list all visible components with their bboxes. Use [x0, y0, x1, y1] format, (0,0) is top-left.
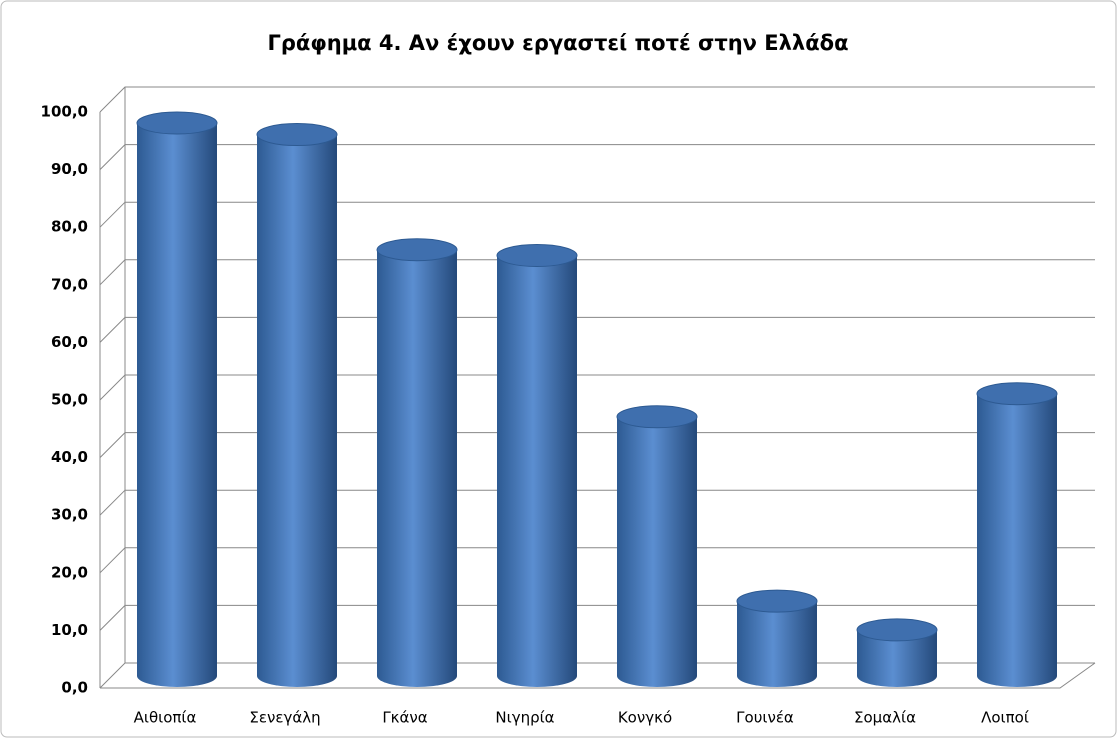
bar-top [256, 123, 338, 147]
grid-line [99, 374, 1095, 401]
y-tick-label: 20,0 [51, 563, 88, 581]
x-tick-label: Αιθιοπία [134, 709, 197, 727]
bar [737, 601, 817, 687]
x-tick-label: Γκάνα [382, 709, 427, 727]
y-tick-label: 70,0 [51, 275, 88, 293]
bar [857, 629, 937, 687]
bar [257, 134, 337, 687]
grid-line [99, 432, 1095, 458]
bar-top [856, 618, 938, 642]
x-tick-label: Σενεγάλη [249, 709, 320, 727]
y-tick-label: 10,0 [51, 621, 88, 639]
floor [100, 662, 1096, 689]
bar-top [376, 238, 458, 262]
x-tick-label: Κονγκό [618, 709, 672, 727]
y-tick-label: 50,0 [51, 391, 88, 409]
x-tick-label: Λοιποί [981, 709, 1029, 727]
y-tick-label: 90,0 [51, 160, 88, 178]
bar-top [616, 405, 698, 429]
bar-top [736, 589, 818, 613]
y-tick-label: 30,0 [51, 506, 88, 524]
bar [377, 249, 457, 687]
x-tick-label: Γουινέα [736, 709, 794, 727]
grid-line [99, 316, 1095, 343]
grid-line [99, 547, 1095, 574]
x-tick-label: Σομαλία [854, 709, 916, 727]
bar-top [496, 244, 578, 268]
chart-title: Γράφημα 4. Αν έχουν εργαστεί ποτέ στην Ε… [268, 31, 849, 55]
bar-top [136, 111, 218, 135]
y-tick-label: 100,0 [41, 103, 88, 121]
grid-line [99, 86, 1095, 113]
y-tick-label: 60,0 [51, 333, 88, 351]
grid-line [99, 201, 1095, 228]
y-tick-label: 80,0 [51, 218, 88, 236]
bar [617, 416, 697, 687]
grid-line [99, 489, 1095, 516]
grid-line [99, 144, 1095, 170]
bar [977, 393, 1057, 687]
bar-top [976, 382, 1058, 406]
bar [497, 255, 577, 687]
bar [137, 123, 217, 688]
y-tick-label: 0,0 [61, 679, 88, 697]
grid-line [99, 259, 1095, 286]
x-tick-label: Νιγηρία [495, 709, 554, 727]
y-tick-label: 40,0 [51, 448, 88, 466]
